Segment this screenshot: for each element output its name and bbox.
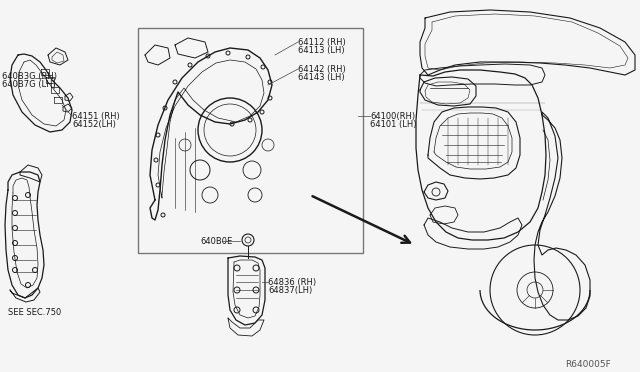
Text: 64837(LH): 64837(LH) [268, 286, 312, 295]
Bar [138, 28, 363, 253]
Text: 64142 (RH): 64142 (RH) [298, 65, 346, 74]
Text: SEE SEC.750: SEE SEC.750 [8, 308, 61, 317]
Text: 64101 (LH): 64101 (LH) [370, 120, 417, 129]
Text: 640B0E: 640B0E [200, 237, 232, 246]
Text: 64152(LH): 64152(LH) [72, 120, 116, 129]
Text: 64100(RH): 64100(RH) [370, 112, 415, 121]
Text: 64836 (RH): 64836 (RH) [268, 278, 316, 287]
Text: 64151 (RH): 64151 (RH) [72, 112, 120, 121]
Text: R640005F: R640005F [565, 360, 611, 369]
Text: 64143 (LH): 64143 (LH) [298, 73, 344, 82]
Text: 640B7G (LH): 640B7G (LH) [2, 80, 56, 89]
Text: 64112 (RH): 64112 (RH) [298, 38, 346, 47]
Text: 64113 (LH): 64113 (LH) [298, 46, 344, 55]
Text: 640B3G (RH): 640B3G (RH) [2, 72, 57, 81]
